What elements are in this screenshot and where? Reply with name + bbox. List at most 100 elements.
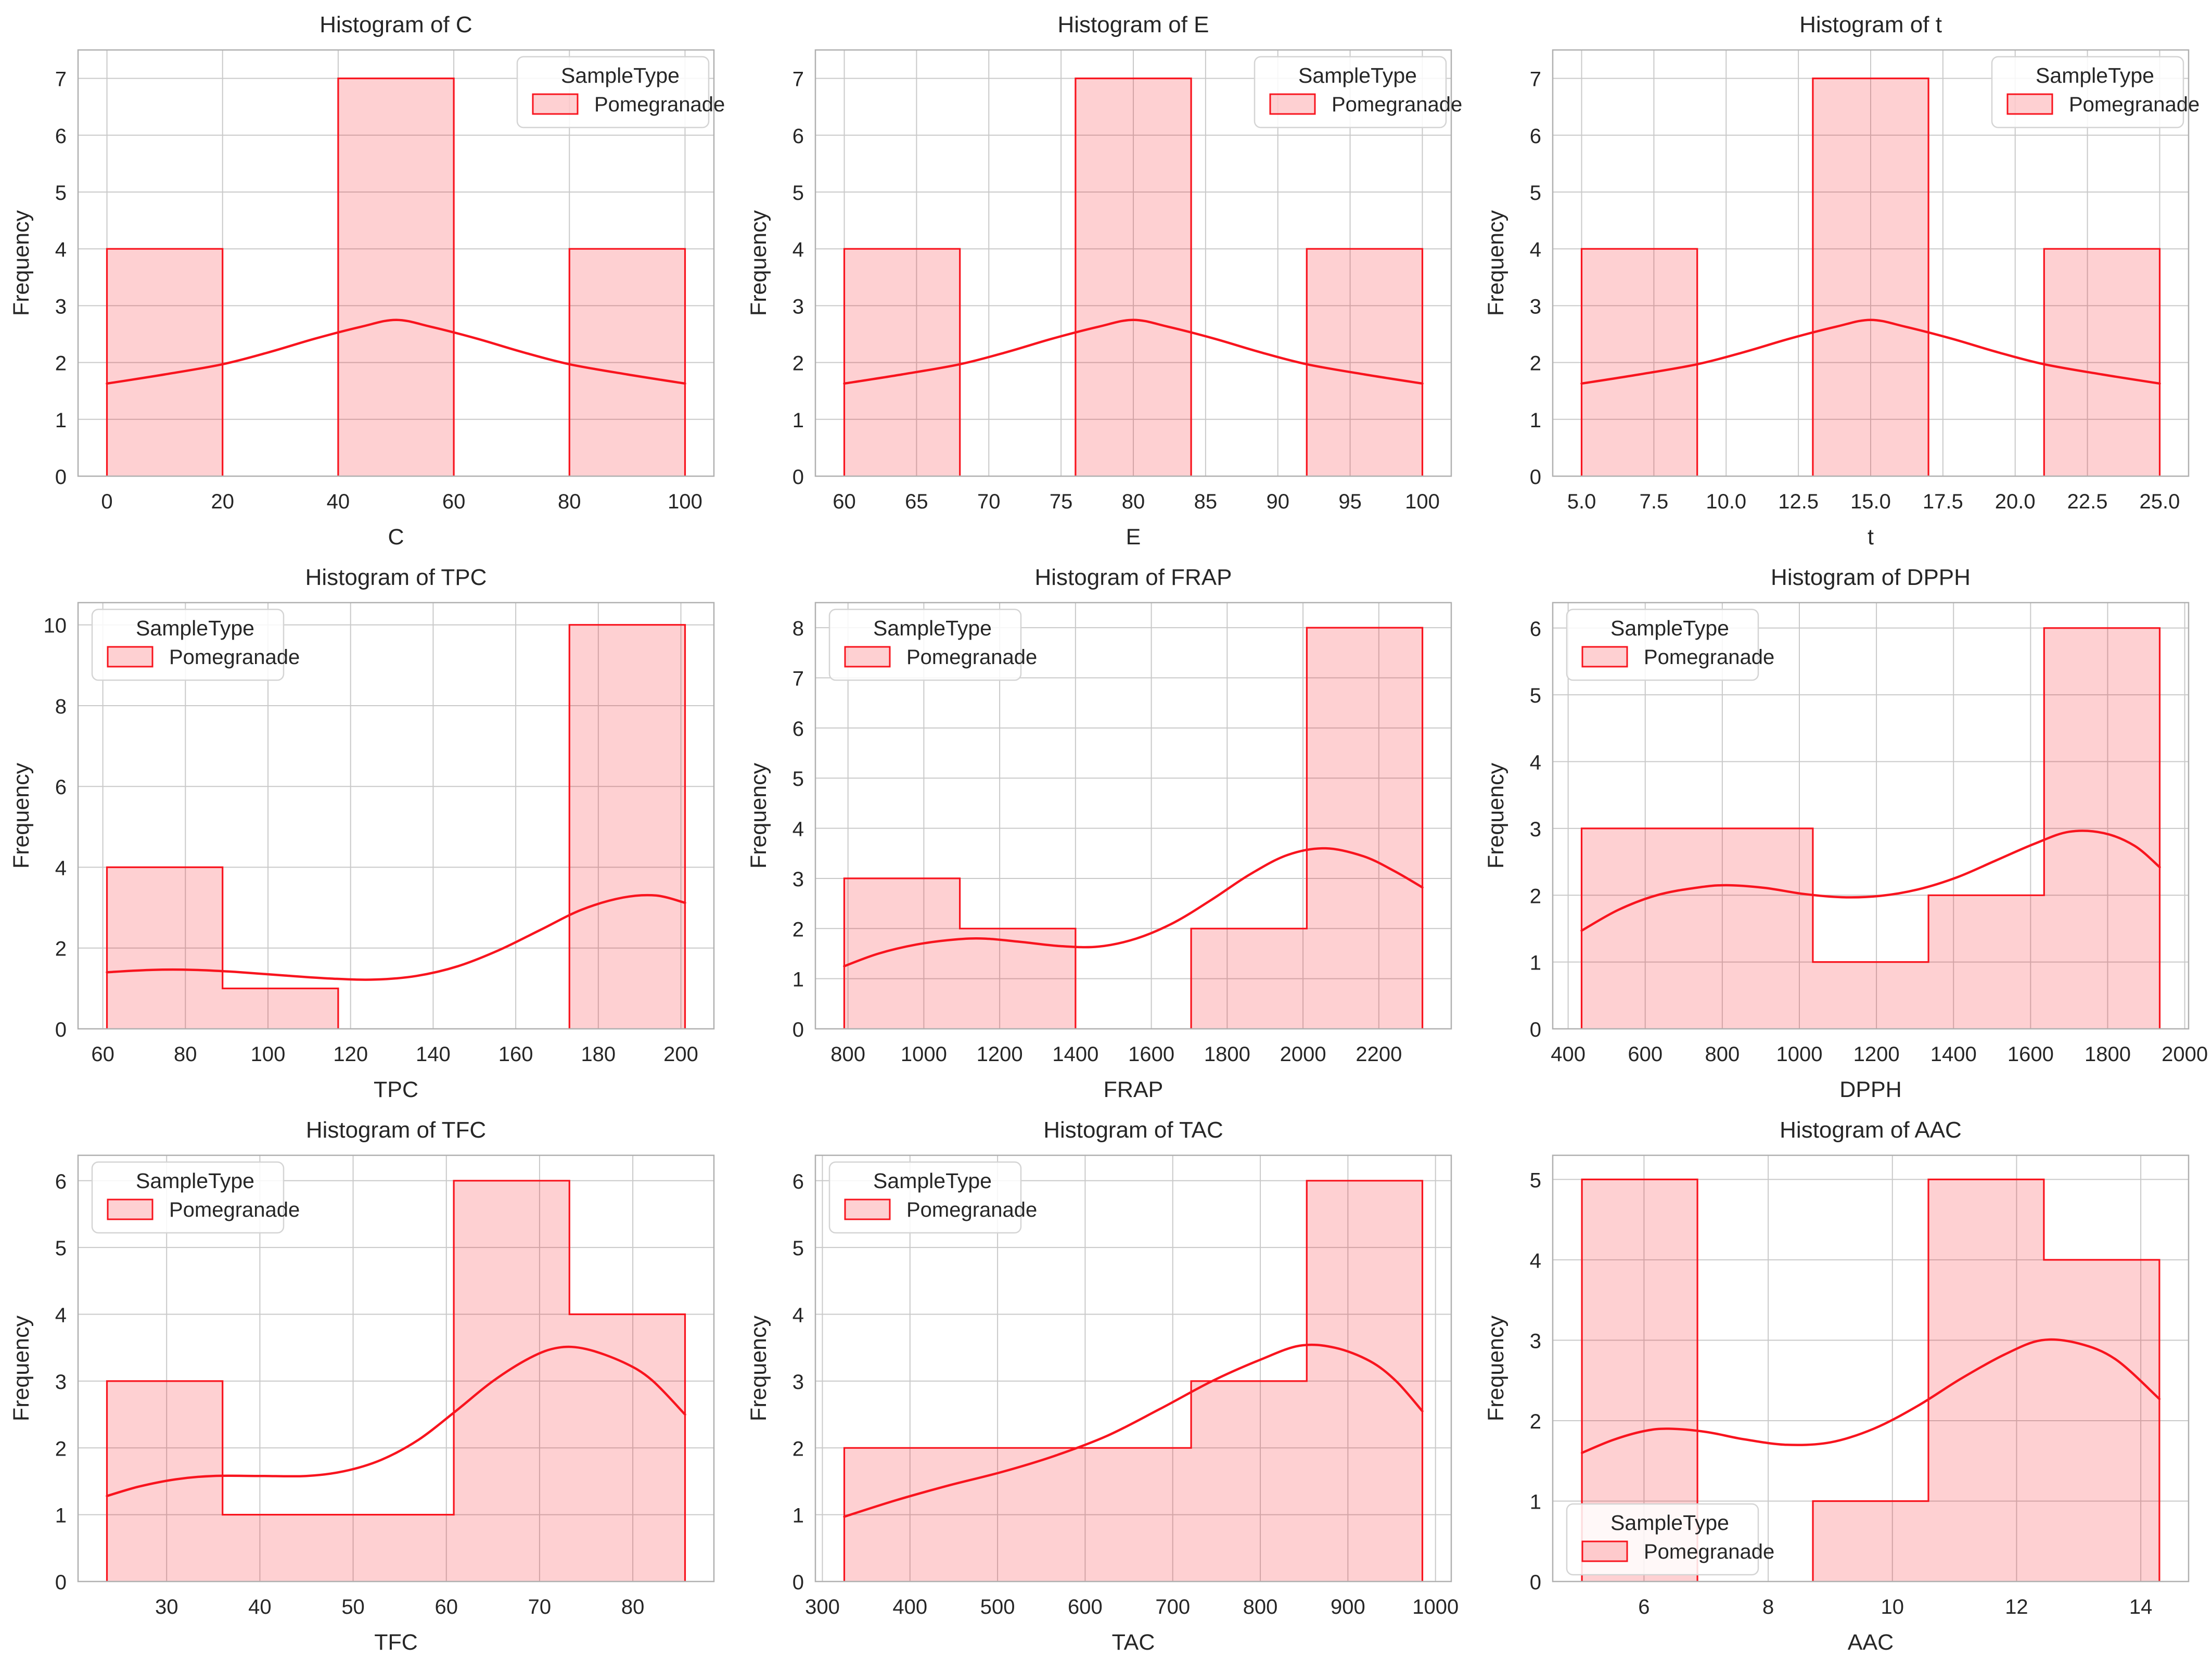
histogram-bar-outline: [106, 248, 224, 476]
legend-title: SampleType: [873, 1169, 992, 1193]
x-tick-label: 20: [211, 490, 234, 513]
y-tick-label: 4: [55, 238, 67, 261]
x-tick-label: 2200: [1356, 1043, 1402, 1066]
legend-label: Pomegranade: [169, 1198, 300, 1221]
y-tick-label: 8: [55, 695, 67, 718]
legend: SampleType Pomegranade: [1566, 1503, 1774, 1576]
histogram-bar-fill: [107, 249, 223, 476]
y-tick-label: 1: [792, 1504, 804, 1527]
x-tick-label: 120: [333, 1043, 368, 1066]
x-tick-label: 20.0: [1995, 490, 2036, 513]
y-tick-label: 0: [1530, 1018, 1541, 1041]
x-tick-label: 1800: [1204, 1043, 1250, 1066]
legend-swatch: [107, 646, 154, 668]
chart-e: 60 65 70 75 80 85 90 95 100 0 1 2 3 4 5 6 7 Histogram of …: [746, 12, 1462, 550]
plot-spines: [814, 602, 1452, 1030]
x-tick-label: 22.5: [2067, 490, 2108, 513]
legend-label: Pomegranade: [906, 1198, 1037, 1221]
legend-label: Pomegranade: [169, 646, 300, 669]
x-axis-label: E: [1126, 525, 1141, 550]
histogram-bar-fill: [1812, 78, 1929, 477]
x-tick-label: 10: [1881, 1596, 1904, 1618]
histogram-bar-outline: [1306, 248, 1424, 476]
histogram-bars: [1581, 1178, 2160, 1582]
y-tick-label: 3: [55, 1371, 67, 1394]
y-tick-label: 1: [792, 968, 804, 991]
x-tick-label: 30: [155, 1596, 178, 1618]
histogram-bars: [106, 78, 686, 477]
y-axis-label: Frequency: [9, 762, 34, 869]
y-tick-label: 4: [55, 1304, 67, 1327]
y-tick-label: 4: [1530, 751, 1541, 774]
y-tick-label: 2: [55, 352, 67, 375]
y-tick-label: 4: [792, 1304, 804, 1327]
x-tick-label: 65: [905, 490, 928, 513]
y-tick-label: 0: [1530, 1571, 1541, 1594]
x-tick-label: 5.0: [1567, 490, 1596, 513]
legend-label: Pomegranade: [2069, 93, 2200, 116]
legend-box: [1566, 1503, 1759, 1576]
x-tick-label: 1200: [977, 1043, 1023, 1066]
y-tick-label: 5: [55, 1237, 67, 1260]
y-tick-label: 10: [44, 615, 67, 637]
y-tick-label: 5: [1530, 684, 1541, 707]
histogram-bar-outline: [568, 624, 686, 1029]
y-axis-label: Frequency: [746, 210, 771, 316]
x-tick-label: 800: [1705, 1043, 1740, 1066]
x-tick-label: 60: [435, 1596, 458, 1618]
x-tick-label: 8: [1762, 1596, 1774, 1618]
legend: SampleType Pomegranade: [91, 1161, 300, 1234]
x-axis-label: C: [388, 525, 404, 550]
x-tick-label: 12.5: [1778, 490, 1819, 513]
x-tick-label: 900: [1331, 1596, 1365, 1618]
legend: SampleType Pomegranade: [1254, 56, 1462, 129]
histogram-bars: [843, 78, 1424, 477]
chart-title: Histogram of TAC: [1043, 1117, 1223, 1143]
chart-frap: 800 1000 1200 1400 1600 1800 2000 2200 0 1 2 3 4 5 6 7 8…: [746, 565, 1452, 1102]
x-tick-label: 400: [1551, 1043, 1586, 1066]
y-axis-label: Frequency: [9, 210, 34, 316]
x-tick-label: 50: [341, 1596, 365, 1618]
y-tick-label: 2: [792, 352, 804, 375]
x-tick-label: 1400: [1930, 1043, 1977, 1066]
legend-swatch: [1581, 646, 1628, 668]
y-tick-label: 4: [792, 238, 804, 261]
chart-title: Histogram of E: [1058, 12, 1209, 37]
legend-title: SampleType: [1610, 616, 1729, 640]
legend-title: SampleType: [873, 616, 992, 640]
y-tick-label: 0: [55, 1018, 67, 1041]
x-tick-label: 60: [833, 490, 856, 513]
x-tick-label: 180: [581, 1043, 616, 1066]
legend-title: SampleType: [561, 63, 680, 87]
y-tick-label: 6: [792, 718, 804, 741]
y-tick-label: 0: [792, 466, 804, 489]
histogram-bar-outline: [843, 1180, 1424, 1582]
x-tick-label: 600: [1068, 1596, 1103, 1618]
legend: SampleType Pomegranade: [828, 608, 1037, 681]
legend-title: SampleType: [2036, 63, 2154, 87]
histogram-bar-outline: [1812, 78, 1929, 476]
y-tick-label: 7: [55, 68, 67, 91]
panel-tpc: 60 80 100 120 140 160 180 200 0 2 4 6 8 10 Histogram o…: [0, 553, 737, 1105]
x-tick-label: 90: [1266, 490, 1289, 513]
legend-label: Pomegranade: [1644, 646, 1774, 669]
y-axis-label: Frequency: [1484, 1315, 1508, 1421]
plot-spines: [814, 1154, 1452, 1583]
legend-box: [828, 608, 1022, 681]
panel-tfc: 30 40 50 60 70 80 0 1 2 3 4 5 6 Histogram of TFC TFC Fr…: [0, 1105, 737, 1658]
x-tick-label: 25.0: [2140, 490, 2180, 513]
kde-line: [106, 318, 686, 385]
x-tick-label: 1200: [1853, 1043, 1900, 1066]
y-tick-label: 8: [792, 617, 804, 640]
y-axis-label: Frequency: [1484, 210, 1508, 316]
legend: SampleType Pomegranade: [828, 1161, 1037, 1234]
legend-box: [1991, 56, 2184, 129]
kde-line: [843, 1343, 1424, 1518]
x-tick-label: 80: [174, 1043, 197, 1066]
legend: SampleType Pomegranade: [1566, 608, 1774, 681]
panel-tac: 300 400 500 600 700 800 900 1000 0 1 2 3 4 5 6 Histogra…: [737, 1105, 1475, 1658]
histogram-bar-outline: [1812, 1178, 2160, 1582]
histogram-bar-outline: [1581, 1178, 1698, 1582]
histogram-bar-fill: [844, 1180, 1423, 1582]
histogram-bar-fill: [844, 249, 960, 476]
